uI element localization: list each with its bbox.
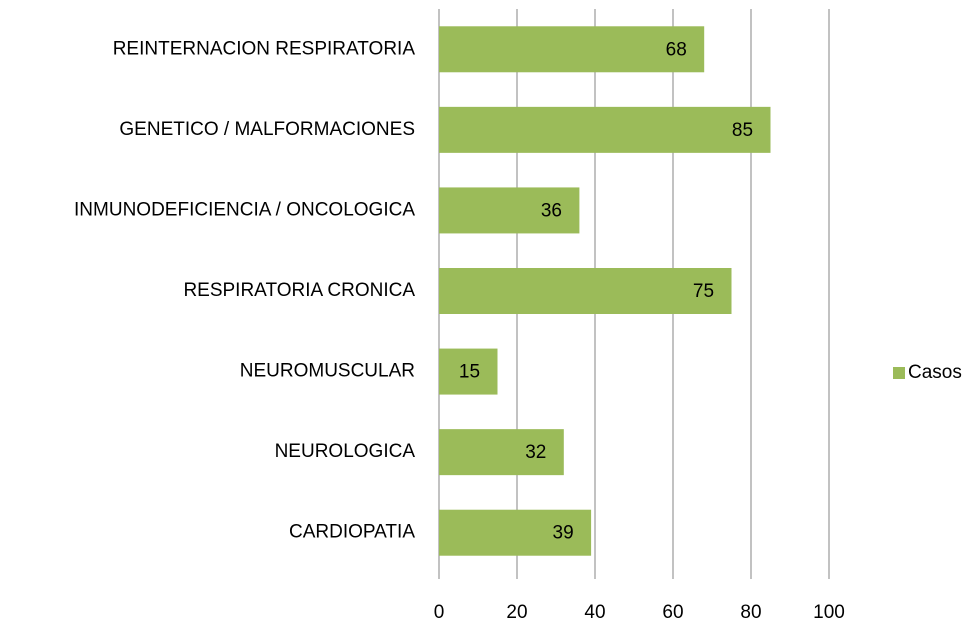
x-tick-label: 100 [813,602,845,623]
bar [439,26,705,73]
bar [439,268,732,314]
y-tick-label: GENETICO / MALFORMACIONES [119,119,415,140]
y-tick-label: RESPIRATORIA CRONICA [183,280,415,301]
bar [439,509,592,556]
legend-swatch [893,367,905,379]
y-tick-label: INMUNODEFICIENCIA / ONCOLOGICA [74,199,415,220]
y-tick-label: CARDIOPATIA [289,522,415,543]
bar [439,187,580,234]
data-label: 85 [732,120,753,141]
bar [439,348,498,395]
x-tick-label: 60 [662,602,683,623]
data-label: 39 [553,523,574,544]
x-tick-label: 20 [506,602,527,623]
x-tick-label: 80 [740,602,761,623]
bar [439,429,564,476]
data-label: 36 [541,200,562,221]
y-tick-label: NEUROLOGICA [275,441,416,462]
data-label: 32 [525,442,546,463]
bar [439,106,771,153]
legend-label: Casos [908,362,962,383]
x-tick-label: 0 [434,602,445,623]
y-tick-label: NEUROMUSCULAR [240,361,415,382]
data-label: 75 [693,281,714,302]
y-tick-label: REINTERNACION RESPIRATORIA [113,38,416,59]
data-label: 68 [666,39,687,60]
x-tick-label: 40 [584,602,605,623]
data-label: 15 [459,362,480,383]
